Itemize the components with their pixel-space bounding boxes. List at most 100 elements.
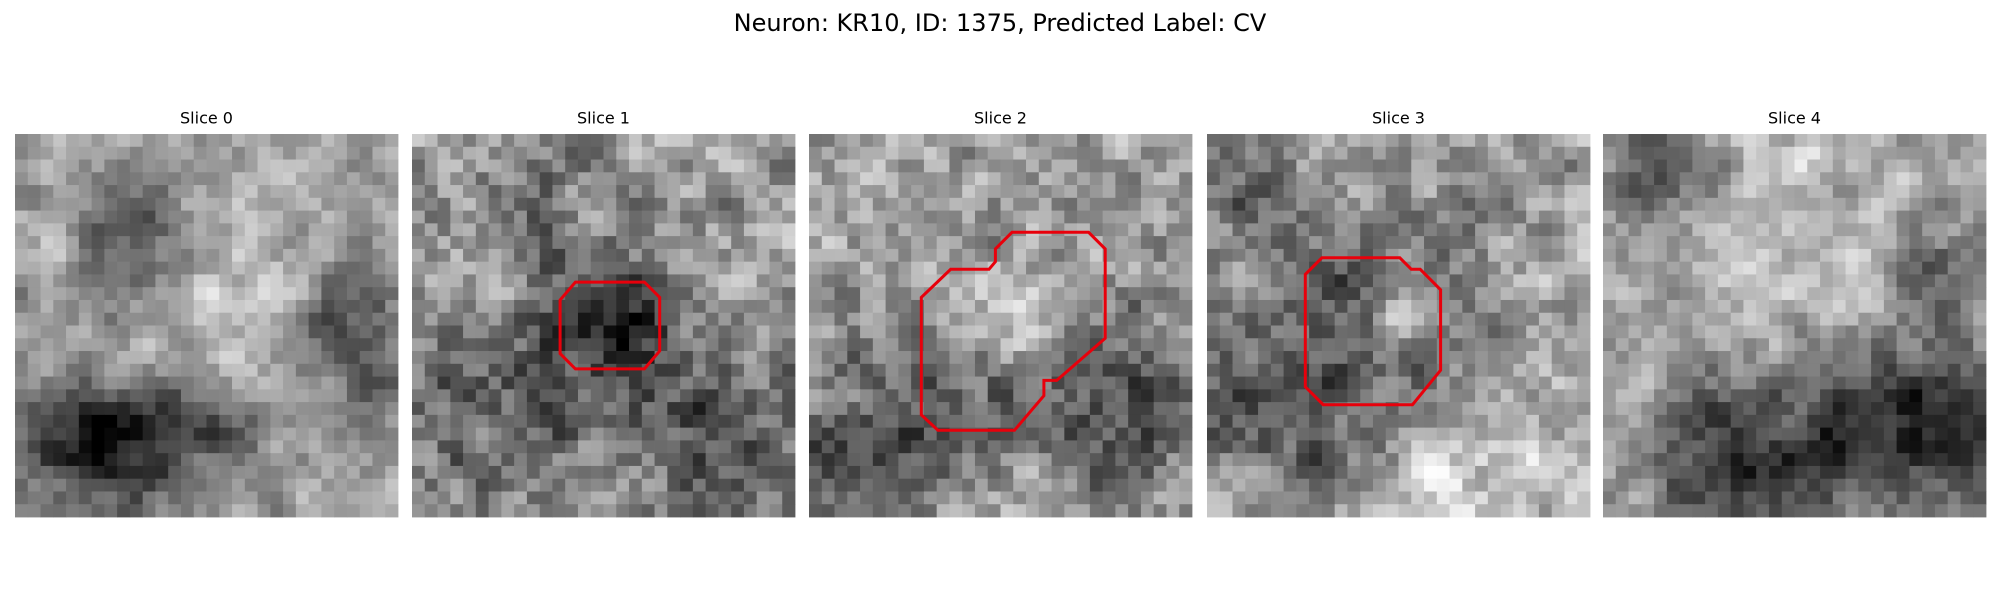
pixel xyxy=(1973,223,1987,237)
pixel xyxy=(1692,274,1706,288)
pixel xyxy=(244,440,258,454)
pixel xyxy=(1551,427,1565,441)
pixel xyxy=(667,236,681,250)
pixel xyxy=(962,465,976,480)
pixel xyxy=(104,134,118,148)
pixel xyxy=(1603,491,1617,505)
pixel xyxy=(911,440,925,454)
pixel xyxy=(359,197,373,211)
pixel xyxy=(1538,236,1553,250)
pixel xyxy=(1781,504,1795,518)
pixel xyxy=(1449,465,1463,480)
pixel xyxy=(539,491,553,505)
pixel xyxy=(1960,363,1974,377)
pixel xyxy=(1258,402,1272,416)
pixel xyxy=(168,172,182,186)
pixel xyxy=(1628,478,1642,492)
pixel xyxy=(1845,210,1859,224)
pixel xyxy=(923,325,938,339)
pixel xyxy=(514,236,528,250)
pixel xyxy=(346,299,361,314)
pixel xyxy=(1140,274,1155,288)
pixel xyxy=(180,402,195,416)
pixel xyxy=(1321,491,1336,505)
pixel xyxy=(577,146,592,160)
pixel xyxy=(1756,287,1770,301)
pixel xyxy=(1321,325,1336,339)
pixel xyxy=(743,427,758,441)
pixel xyxy=(718,146,732,160)
pixel xyxy=(1013,312,1027,326)
pixel xyxy=(334,478,348,492)
pixel xyxy=(334,363,348,377)
pixel xyxy=(1077,504,1091,518)
pixel xyxy=(1089,274,1104,288)
pixel xyxy=(219,440,233,454)
pixel xyxy=(1166,299,1180,314)
pixel xyxy=(78,185,92,199)
pixel xyxy=(295,134,310,148)
pixel xyxy=(1845,504,1859,518)
pixel xyxy=(372,172,386,186)
pixel xyxy=(346,440,361,454)
pixel xyxy=(1526,402,1540,416)
pixel xyxy=(616,248,630,263)
pixel xyxy=(1922,287,1936,301)
pixel xyxy=(1462,134,1476,148)
pixel xyxy=(1564,389,1578,403)
pixel xyxy=(1628,325,1642,339)
pixel xyxy=(1717,172,1732,186)
pixel xyxy=(1449,287,1463,301)
pixel xyxy=(590,248,604,263)
pixel xyxy=(1756,389,1770,403)
pixel xyxy=(1820,134,1834,148)
pixel xyxy=(1705,261,1719,275)
pixel xyxy=(1551,389,1565,403)
pixel xyxy=(1871,172,1885,186)
pixel xyxy=(1500,159,1514,173)
pixel xyxy=(450,491,464,505)
pixel xyxy=(1934,338,1949,352)
pixel xyxy=(1449,146,1463,160)
pixel xyxy=(1115,159,1129,173)
pixel xyxy=(1179,210,1193,224)
pixel xyxy=(1179,287,1193,301)
pixel xyxy=(1973,134,1987,148)
pixel xyxy=(1500,402,1514,416)
pixel xyxy=(1360,389,1374,403)
pixel xyxy=(78,223,92,237)
pixel xyxy=(232,376,246,390)
pixel xyxy=(782,236,796,250)
pixel xyxy=(1179,172,1193,186)
pixel xyxy=(1845,312,1859,326)
pixel xyxy=(501,223,515,237)
pixel xyxy=(1692,376,1706,390)
pixel xyxy=(1487,248,1502,263)
pixel xyxy=(1577,261,1591,275)
pixel xyxy=(1705,274,1719,288)
pixel xyxy=(1219,478,1233,492)
pixel xyxy=(359,465,373,480)
pixel xyxy=(27,274,41,288)
pixel xyxy=(27,210,41,224)
pixel xyxy=(847,261,861,275)
pixel xyxy=(860,299,874,314)
pixel xyxy=(206,427,220,441)
pixel xyxy=(1973,312,1987,326)
pixel xyxy=(450,351,464,365)
pixel xyxy=(1372,146,1387,160)
pixel xyxy=(1424,402,1438,416)
pixel xyxy=(1666,236,1680,250)
pixel xyxy=(1462,414,1476,429)
pixel xyxy=(1845,159,1859,173)
pixel xyxy=(898,338,912,352)
pixel xyxy=(1000,414,1014,429)
pixel xyxy=(424,402,438,416)
pixel xyxy=(15,134,29,148)
pixel xyxy=(680,185,694,199)
pixel xyxy=(1603,210,1617,224)
pixel xyxy=(1462,261,1476,275)
pixel xyxy=(1026,236,1040,250)
pixel xyxy=(1654,465,1668,480)
pixel xyxy=(1077,312,1091,326)
